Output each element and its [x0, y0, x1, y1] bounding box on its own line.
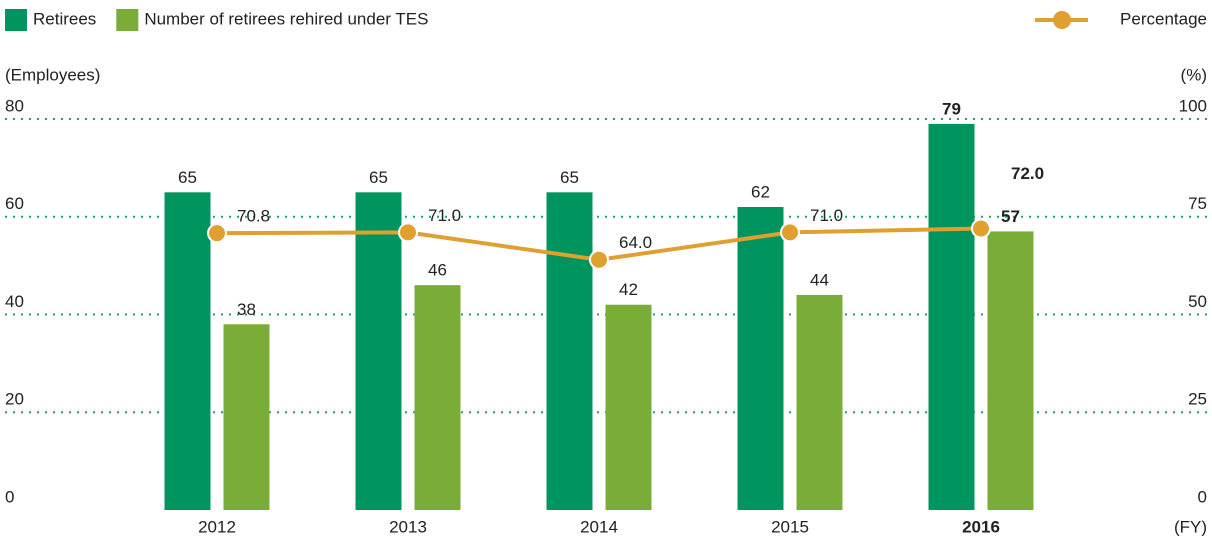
bar-value-label: 44 [810, 270, 829, 289]
bar [796, 294, 843, 510]
y2-tick-label: 50 [1188, 292, 1207, 311]
y-tick-label: 60 [5, 194, 24, 213]
bar-value-label: 62 [751, 182, 770, 201]
bar-value-label: 38 [237, 300, 256, 319]
x-tick-label: 2016 [962, 517, 1000, 536]
y-tick-label: 0 [5, 487, 14, 506]
bar-value-label: 57 [1001, 207, 1020, 226]
x-tick-label: 2012 [198, 517, 236, 536]
bar-value-label: 42 [619, 280, 638, 299]
y-tick-label: 80 [5, 96, 24, 115]
x-tick-label: 2014 [580, 517, 618, 536]
line-value-label: 71.0 [428, 206, 461, 225]
bar [414, 285, 461, 510]
bar [223, 324, 270, 510]
legend-label: Number of retirees rehired under TES [144, 9, 428, 28]
bar [737, 206, 784, 510]
y2-tick-label: 75 [1188, 194, 1207, 213]
bar-value-label: 65 [369, 168, 388, 187]
y2-tick-label: 100 [1179, 96, 1207, 115]
line-marker [971, 218, 991, 239]
y2-tick-label: 25 [1188, 390, 1207, 409]
bar [164, 192, 211, 510]
bar [928, 123, 975, 510]
y-tick-label: 40 [5, 292, 24, 311]
line-value-label: 71.0 [810, 206, 843, 225]
bar-value-label: 65 [178, 168, 197, 187]
line-marker [780, 222, 800, 243]
bar-value-label: 65 [560, 168, 579, 187]
y-axis-label: (Employees) [5, 65, 100, 84]
legend-swatch [5, 9, 27, 31]
legend-marker [1053, 11, 1071, 29]
legend-swatch [116, 9, 139, 31]
y2-tick-label: 0 [1198, 487, 1207, 506]
bar [546, 192, 593, 510]
line-marker [589, 249, 609, 270]
bar [987, 231, 1034, 510]
bar-value-label: 79 [942, 99, 961, 118]
line-value-label: 64.0 [619, 233, 652, 252]
line-marker [207, 223, 227, 244]
bar [605, 304, 652, 510]
bar-value-label: 46 [428, 261, 447, 280]
line-value-label: 70.8 [237, 207, 270, 226]
bar [355, 192, 402, 510]
x-tick-label: 2015 [771, 517, 809, 536]
y2-axis-label: (%) [1181, 65, 1207, 84]
legend-label: Percentage [1120, 9, 1207, 28]
y-tick-label: 20 [5, 390, 24, 409]
line-value-label: 72.0 [1011, 164, 1044, 183]
legend-label: Retirees [33, 9, 96, 28]
line-marker [398, 222, 418, 243]
x-axis-label: (FY) [1174, 517, 1207, 536]
x-tick-label: 2013 [389, 517, 427, 536]
